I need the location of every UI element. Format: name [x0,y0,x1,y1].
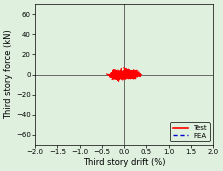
Legend: Test, FEA: Test, FEA [170,122,210,141]
Y-axis label: Third story force (kN): Third story force (kN) [4,30,13,119]
X-axis label: Third story drift (%): Third story drift (%) [83,158,165,167]
